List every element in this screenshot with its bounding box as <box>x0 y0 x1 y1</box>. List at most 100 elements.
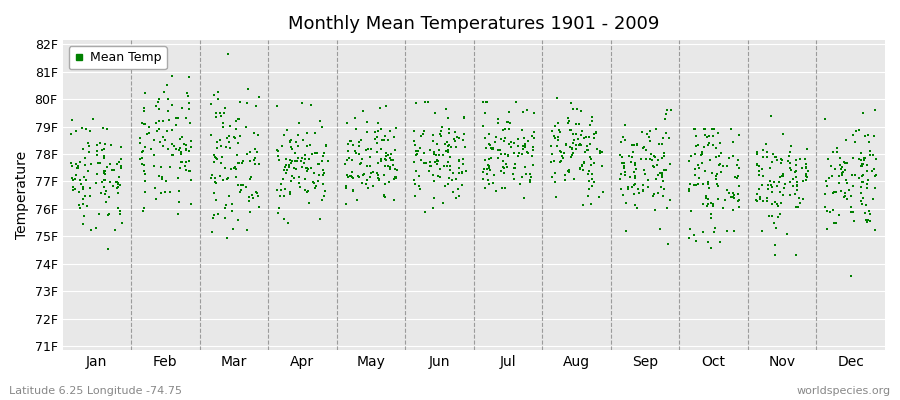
Point <box>317 150 331 156</box>
Point <box>493 147 508 153</box>
Point <box>481 99 495 105</box>
Point <box>580 147 595 154</box>
Point <box>767 220 781 226</box>
Point <box>301 189 315 196</box>
Point <box>585 118 599 124</box>
Point <box>569 131 583 138</box>
Point <box>420 99 435 105</box>
Point <box>783 165 797 171</box>
Point <box>700 196 715 202</box>
Point <box>214 112 229 119</box>
Point <box>345 157 359 163</box>
Point <box>148 103 163 109</box>
Point <box>550 143 564 150</box>
Point <box>862 138 877 145</box>
Point <box>295 163 310 170</box>
Point <box>657 153 671 160</box>
Point <box>526 135 541 142</box>
Point <box>233 182 248 188</box>
Point <box>576 167 590 173</box>
Point <box>383 128 398 134</box>
Point <box>346 142 360 149</box>
Point <box>750 162 764 168</box>
Point <box>382 155 397 162</box>
Point <box>753 193 768 200</box>
Point <box>688 133 703 139</box>
Point <box>650 162 664 168</box>
Point <box>842 187 856 193</box>
Point <box>309 182 323 189</box>
Point <box>84 160 98 167</box>
Point <box>205 172 220 178</box>
Point <box>342 155 356 162</box>
Point <box>699 203 714 210</box>
Point <box>700 134 715 140</box>
Point <box>652 141 666 147</box>
Point <box>852 175 867 182</box>
Point <box>625 142 639 149</box>
Point <box>78 154 93 161</box>
Point <box>562 126 577 133</box>
Point <box>283 188 297 195</box>
Point <box>626 182 641 188</box>
Point <box>860 161 874 168</box>
Point <box>844 273 859 279</box>
Point <box>355 180 369 186</box>
Point <box>292 180 306 186</box>
Point <box>706 133 720 139</box>
Point <box>624 159 638 166</box>
Point <box>211 96 225 102</box>
Point <box>625 153 639 160</box>
Point <box>274 181 288 187</box>
Point <box>227 134 241 140</box>
Point <box>844 204 859 210</box>
Point <box>482 181 496 187</box>
Point <box>457 114 472 120</box>
Point <box>206 152 220 158</box>
Point <box>73 177 87 183</box>
Point <box>433 130 447 137</box>
Point <box>109 179 123 185</box>
Point <box>155 174 169 180</box>
Point <box>566 131 580 137</box>
Point <box>148 184 162 191</box>
Point <box>789 178 804 185</box>
Point <box>370 140 384 146</box>
Point <box>295 155 310 161</box>
Point <box>76 200 90 207</box>
Point <box>424 163 438 169</box>
Point <box>270 187 284 194</box>
Point <box>452 170 466 176</box>
Point <box>548 194 562 200</box>
Point <box>315 123 329 130</box>
Point <box>434 132 448 139</box>
Point <box>252 161 266 168</box>
Point <box>361 146 375 152</box>
Point <box>696 160 710 167</box>
Point <box>299 164 313 171</box>
Point <box>855 161 869 168</box>
Point <box>184 138 198 144</box>
Point <box>789 183 804 190</box>
Point <box>478 110 492 116</box>
Point <box>165 73 179 79</box>
Point <box>858 155 872 161</box>
Point <box>440 143 454 150</box>
Point <box>182 168 196 174</box>
Point <box>503 138 517 145</box>
Point <box>64 160 78 166</box>
Point <box>511 135 526 142</box>
Point <box>853 183 868 190</box>
Point <box>352 174 366 180</box>
Point <box>789 204 804 210</box>
Point <box>352 139 366 145</box>
Point <box>478 184 492 191</box>
Point <box>840 180 854 187</box>
Point <box>220 51 235 57</box>
Point <box>784 143 798 149</box>
Point <box>682 188 697 194</box>
Point <box>788 169 802 176</box>
Point <box>837 159 851 166</box>
Point <box>573 142 588 148</box>
Point <box>363 154 377 160</box>
